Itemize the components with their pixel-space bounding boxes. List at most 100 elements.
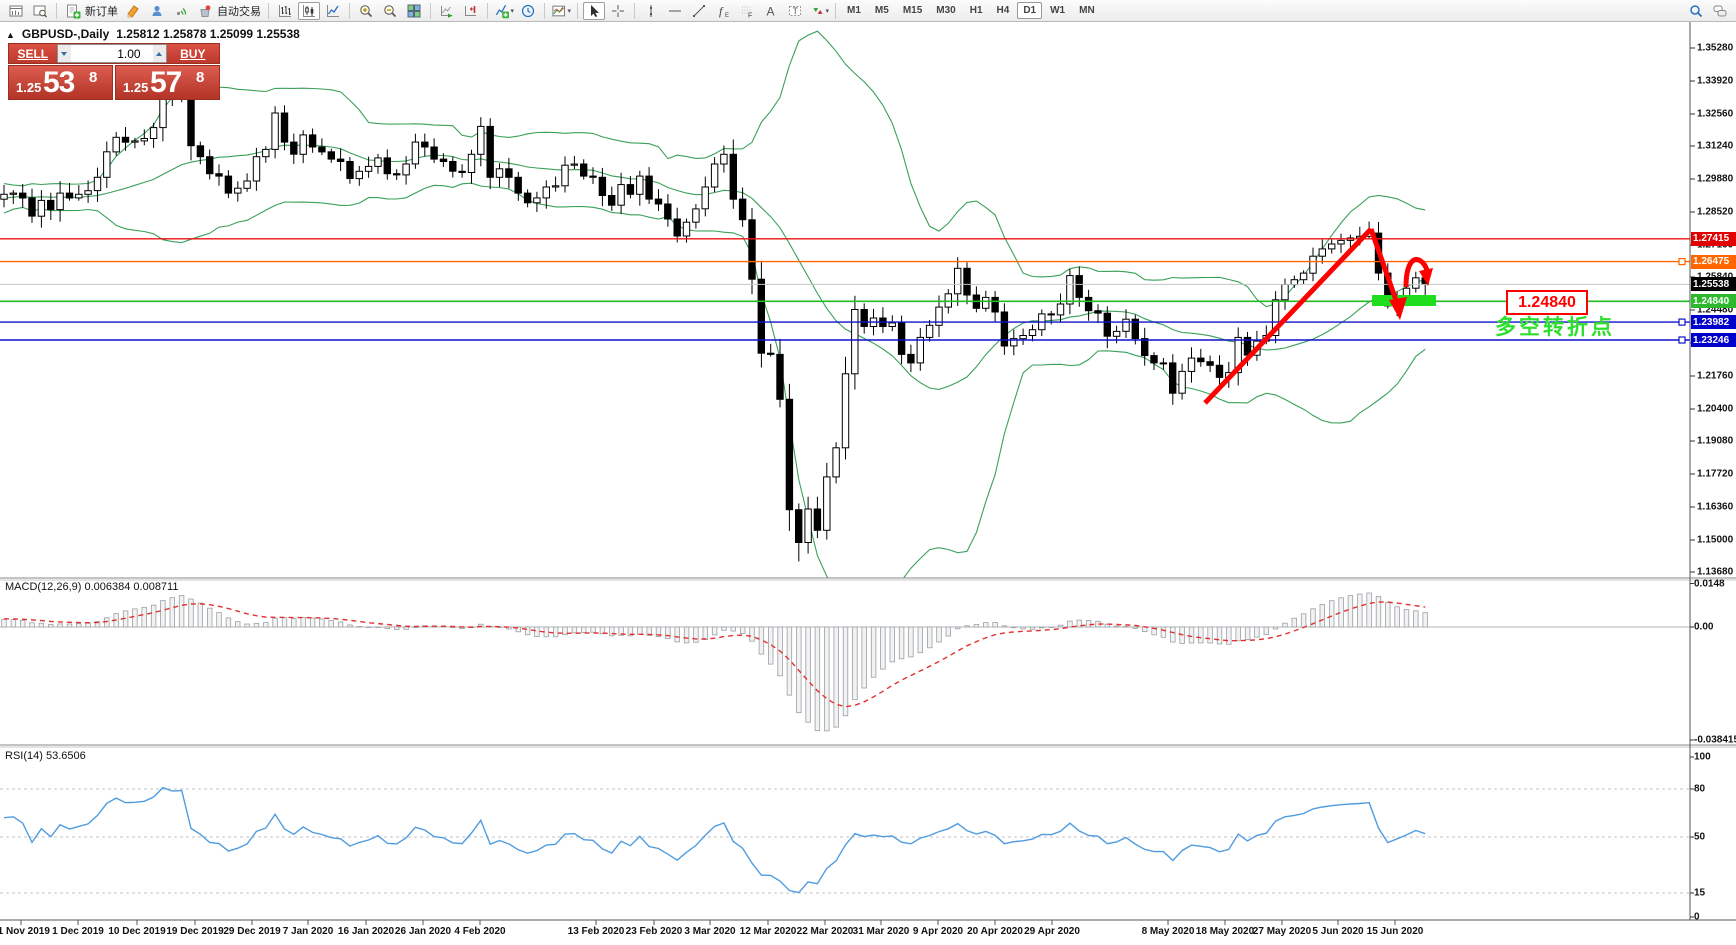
toolbar-button-chat[interactable] <box>1709 2 1731 20</box>
toolbar-button-trendline[interactable] <box>688 2 710 20</box>
cursor-icon <box>591 4 599 17</box>
timeframe-button-m15[interactable]: M15 <box>897 2 928 19</box>
toolbar-button-new-order[interactable] <box>62 2 84 20</box>
line-chart-icon <box>327 4 339 17</box>
chart-window-icon <box>9 5 23 16</box>
trendline-icon <box>693 4 705 17</box>
chart-shift-icon <box>465 5 476 16</box>
toolbar-button-arrows[interactable]: ▾ <box>808 2 830 20</box>
toolbar-separator <box>56 2 57 19</box>
toolbar-button-indicators[interactable]: ▾ <box>493 2 515 20</box>
buy-price-pip: 8 <box>196 69 205 86</box>
drawn-annotations <box>1203 227 1436 405</box>
toolbar-button-templates[interactable]: ▾ <box>550 2 572 20</box>
templates-icon <box>552 5 566 16</box>
indicators-icon <box>495 4 510 18</box>
toolbar-separator <box>349 2 350 19</box>
sell-button[interactable]: SELL <box>9 44 57 63</box>
toolbar-button-crosshair[interactable] <box>607 2 629 20</box>
toolbar-button-tile-windows[interactable] <box>403 2 425 20</box>
toolbar-button-text[interactable]: A <box>760 2 782 20</box>
toolbar-button-auto-scroll[interactable] <box>436 2 458 20</box>
axis-ticks <box>20 47 1695 925</box>
toolbar-button-vertical-line[interactable] <box>640 2 662 20</box>
toolbar-button-periods[interactable] <box>517 2 539 20</box>
svg-text:f: f <box>719 4 724 18</box>
toolbar-button-zoom-out[interactable] <box>379 2 401 20</box>
toolbar-button-chart-window[interactable] <box>5 2 27 20</box>
toolbar-button-grid-f[interactable]: F <box>736 2 758 20</box>
toolbar-button-profile-search[interactable] <box>29 2 51 20</box>
volume-decrease-button[interactable] <box>57 45 71 62</box>
horizontal-line-icon <box>669 10 681 11</box>
buy-price-button[interactable]: 1.25 57 8 <box>115 65 220 100</box>
toolbar-separator <box>544 2 545 19</box>
toolbar-button-chart-shift[interactable] <box>460 2 482 20</box>
volume-control <box>56 44 167 63</box>
periods-icon <box>521 4 535 17</box>
symbol-period-label: GBPUSD-,Daily <box>21 27 110 41</box>
vertical-line-icon <box>650 4 652 17</box>
toolbar-separator <box>634 2 635 19</box>
toolbar-button-community[interactable] <box>146 2 168 20</box>
toolbar-button-bars-chart[interactable] <box>274 2 296 20</box>
toolbar-button-highlighter[interactable] <box>122 2 144 20</box>
svg-text:A: A <box>767 4 775 18</box>
svg-text:E: E <box>725 13 729 19</box>
pane-separators <box>0 22 1736 921</box>
toolbar-separator <box>268 2 269 19</box>
dropdown-caret-icon: ▾ <box>825 7 829 15</box>
ohlc-values: 1.25812 1.25878 1.25099 1.25538 <box>116 27 300 41</box>
triangle-up-icon <box>156 51 163 56</box>
toolbar-button-line-chart[interactable] <box>322 2 344 20</box>
turning-point-annotation[interactable]: 多空转折点 <box>1495 316 1615 339</box>
toolbar-button-horizontal-line[interactable] <box>664 2 686 20</box>
toolbar-separator <box>430 2 431 19</box>
autotrading-icon <box>200 4 211 17</box>
auto-scroll-icon <box>441 5 453 18</box>
sell-price-pip: 8 <box>89 69 98 86</box>
toolbar-button-label-autotrading: 自动交易 <box>217 5 261 18</box>
timeframe-button-mn[interactable]: MN <box>1073 2 1101 19</box>
one-click-trading-panel: SELL BUY 1.25 53 8 1.25 57 8 <box>8 43 220 100</box>
timeframe-button-w1[interactable]: W1 <box>1044 2 1071 19</box>
dropdown-caret-icon: ▾ <box>510 7 514 15</box>
zoom-in-icon <box>360 4 373 17</box>
price-annotation-box[interactable]: 1.24840 <box>1506 290 1588 315</box>
timeframe-button-h1[interactable]: H1 <box>964 2 989 19</box>
toolbar-button-text-label[interactable]: T <box>784 2 806 20</box>
volume-input[interactable] <box>70 45 153 62</box>
toolbar-button-signals[interactable] <box>170 2 192 20</box>
text-icon: A <box>767 4 775 18</box>
toolbar-separator <box>487 2 488 19</box>
toolbar-button-search[interactable] <box>1685 2 1707 20</box>
text-label-icon: T <box>789 5 801 16</box>
timeframe-button-m1[interactable]: M1 <box>841 2 867 19</box>
timeframe-button-m30[interactable]: M30 <box>930 2 961 19</box>
timeframe-button-d1[interactable]: D1 <box>1017 2 1043 19</box>
toolbar-button-candles-chart[interactable] <box>298 1 320 20</box>
tile-windows-icon <box>407 4 421 17</box>
signals-icon <box>176 7 187 15</box>
timeframe-button-m5[interactable]: M5 <box>869 2 895 19</box>
triangle-down-icon <box>61 51 68 56</box>
bars-chart-icon <box>279 4 291 17</box>
sell-price-button[interactable]: 1.25 53 8 <box>8 65 113 100</box>
sell-price-main: 53 <box>43 66 75 99</box>
svg-text:T: T <box>793 6 799 16</box>
volume-increase-button[interactable] <box>152 45 166 62</box>
toolbar-button-zoom-in[interactable] <box>355 2 377 20</box>
timeframe-button-h4[interactable]: H4 <box>991 2 1016 19</box>
dropdown-caret-icon: ▾ <box>567 7 571 15</box>
chart-title: ▲ GBPUSD-,Daily 1.25812 1.25878 1.25099 … <box>6 27 300 41</box>
collapse-panel-marker[interactable]: ▲ <box>6 30 15 40</box>
highlighter-icon <box>127 4 139 18</box>
buy-button[interactable]: BUY <box>167 44 219 63</box>
toolbar-button-cursor[interactable] <box>583 1 605 20</box>
chat-icon <box>1713 5 1727 16</box>
toolbar-button-autotrading[interactable] <box>194 2 216 20</box>
